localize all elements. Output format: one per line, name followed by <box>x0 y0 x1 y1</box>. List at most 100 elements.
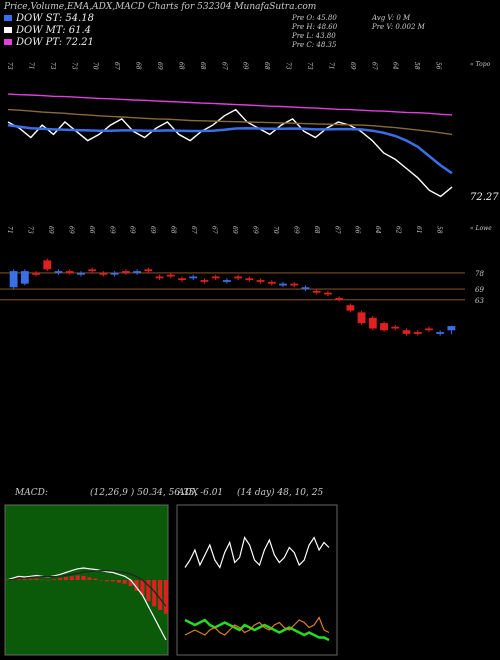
legend-swatch <box>4 27 12 33</box>
legend-text: DOW PT: 72.21 <box>15 37 94 48</box>
rotated-label: 68 <box>177 62 184 70</box>
info-text: Pre H: 48.60 <box>291 23 338 31</box>
candle-body <box>391 326 400 329</box>
series-line <box>7 93 453 116</box>
panel-label: MACD: <box>14 488 48 498</box>
rotated-label: 68 <box>263 62 270 70</box>
rotated-label: 69 <box>47 226 54 234</box>
candle-body <box>436 332 445 334</box>
candle-body <box>9 271 18 288</box>
candle-body <box>20 271 29 284</box>
candle-body <box>155 276 164 279</box>
legend-swatch <box>4 15 12 21</box>
rotated-label: 67 <box>333 226 340 234</box>
series-line <box>7 108 453 198</box>
histogram-bar <box>122 580 127 584</box>
candle-body <box>290 283 299 286</box>
candle-body <box>222 280 231 282</box>
histogram-bar <box>99 580 104 581</box>
candle-body <box>245 278 254 281</box>
candle-body <box>256 280 265 282</box>
candle-body <box>234 276 243 279</box>
candle-body <box>368 317 377 329</box>
candle-body <box>32 272 40 275</box>
candle-body <box>357 312 366 324</box>
rotated-label: 71 <box>6 226 13 234</box>
histogram-bar <box>52 579 57 580</box>
rotated-label: 69 <box>251 226 258 234</box>
candle-body <box>166 274 175 277</box>
rotated-label: 58 <box>436 226 443 234</box>
candle-body <box>279 283 287 286</box>
y-tick-label: 69 <box>475 286 484 294</box>
candle-body <box>99 272 108 275</box>
rotated-label: 58 <box>413 62 420 70</box>
rotated-label: 70 <box>272 226 279 234</box>
series-line <box>184 616 330 636</box>
rotated-label: 66 <box>88 226 95 234</box>
histogram-bar <box>75 575 80 580</box>
rotated-label: 69 <box>67 226 74 234</box>
histogram-bar <box>63 577 68 580</box>
histogram-bar <box>87 577 92 580</box>
legend-text: DOW MT: 61.4 <box>15 25 91 36</box>
y-tick-label: 78 <box>475 270 484 278</box>
chart-title: Price,Volume,EMA,ADX,MACD Charts for 532… <box>3 2 316 12</box>
series-line <box>7 108 453 136</box>
rotated-label: 69 <box>156 62 163 70</box>
rotated-label: 67 <box>220 62 227 70</box>
y-tick-label: 63 <box>475 297 484 305</box>
rotated-label: 69 <box>149 226 156 234</box>
rotated-label: 69 <box>129 226 136 234</box>
candle-body <box>43 260 52 270</box>
rotated-label: 71 <box>327 62 334 70</box>
histogram-bar <box>110 580 116 582</box>
series-line <box>7 123 453 175</box>
rotated-label: 64 <box>374 226 381 234</box>
rotated-label: 69 <box>292 226 299 234</box>
rotated-label: 66 <box>354 226 361 234</box>
rotated-label: 56 <box>435 62 442 70</box>
rotated-label: 69 <box>242 62 249 70</box>
candle-body <box>189 276 198 279</box>
candle-body <box>335 298 344 300</box>
candle-body <box>88 269 97 272</box>
rotated-label: 73 <box>306 62 313 70</box>
histogram-bar <box>152 580 157 607</box>
rotated-label: 73 <box>70 62 77 70</box>
candle-body <box>312 290 321 293</box>
histogram-bar <box>128 580 133 586</box>
histogram-bar <box>34 578 39 580</box>
panel-params: (14 day) 48, 10, 25 <box>237 487 323 498</box>
candle-body <box>133 271 142 273</box>
candle-body <box>380 323 388 331</box>
histogram-bar <box>116 580 121 583</box>
rotated-label: 62 <box>395 226 402 234</box>
histogram-bar <box>140 580 145 595</box>
rotated-label: 69 <box>231 226 238 234</box>
candle-body <box>323 292 332 295</box>
candle-body <box>425 328 433 331</box>
candle-body <box>77 272 85 275</box>
candle-body <box>65 271 74 273</box>
histogram-bar <box>105 580 110 582</box>
histogram-bar <box>158 580 163 610</box>
candle-body <box>211 276 220 279</box>
histogram-bar <box>93 578 98 580</box>
info-text: Avg V: 0 M <box>371 14 411 22</box>
candle-body <box>121 271 130 273</box>
rotated-label: 67 <box>370 62 377 70</box>
histogram-bar <box>46 580 51 581</box>
info-text: Pre V: 0.002 M <box>371 23 426 31</box>
histogram-bar <box>22 578 27 580</box>
series-line <box>6 570 167 607</box>
candle-body <box>267 281 276 284</box>
candle-body <box>144 269 153 272</box>
series-line <box>184 618 330 642</box>
rotated-label: 69 <box>349 62 356 70</box>
rotated-label: 73 <box>285 62 292 70</box>
rotated-label: 64 <box>392 62 399 70</box>
candle-body <box>54 271 63 273</box>
rotated-label: 69 <box>108 226 115 234</box>
